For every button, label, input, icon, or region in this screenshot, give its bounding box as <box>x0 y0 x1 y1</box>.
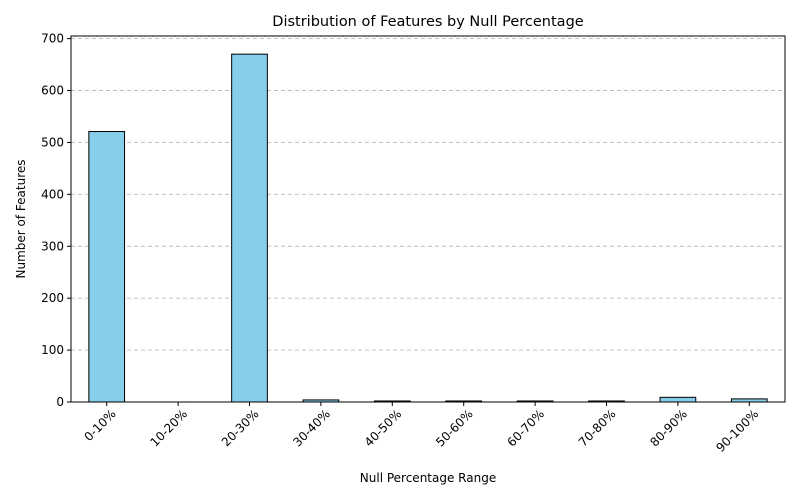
y-tick-label: 500 <box>41 135 64 149</box>
x-tick-label: 10-20% <box>147 407 190 450</box>
x-tick-label: 80-90% <box>647 407 690 450</box>
y-tick-label: 600 <box>41 84 64 98</box>
plot-frame <box>70 35 786 403</box>
x-tick-label: 60-70% <box>504 407 547 450</box>
x-axis-ticks: 0-10% 10-20% 20-30% 30-40% 40-50% 50-60% 60-70… <box>81 402 761 455</box>
x-tick-label: 30-40% <box>290 407 333 450</box>
grid-lines <box>71 38 785 403</box>
x-tick-label: 70-80% <box>576 407 619 450</box>
y-tick-label: 100 <box>41 343 64 357</box>
x-tick-label: 20-30% <box>219 407 262 450</box>
bar <box>88 131 126 403</box>
chart-title: Distribution of Features by Null Percent… <box>272 14 583 30</box>
bars <box>88 53 768 403</box>
y-axis-label: Number of Features <box>14 160 28 279</box>
x-tick-label: 90-100% <box>713 407 761 455</box>
y-tick-label: 700 <box>41 32 64 46</box>
x-tick-label: 0-10% <box>81 407 118 444</box>
y-tick-label: 400 <box>41 187 64 201</box>
y-tick-label: 200 <box>41 291 64 305</box>
x-tick-label: 40-50% <box>362 407 405 450</box>
x-axis-label: Null Percentage Range <box>360 471 496 485</box>
bar <box>231 53 268 403</box>
x-tick-label: 50-60% <box>433 407 476 450</box>
y-axis-ticks: 0 100 200 300 400 500 600 700 <box>41 32 71 409</box>
y-tick-label: 0 <box>56 395 64 409</box>
y-tick-label: 300 <box>41 239 64 253</box>
bar <box>659 396 697 403</box>
